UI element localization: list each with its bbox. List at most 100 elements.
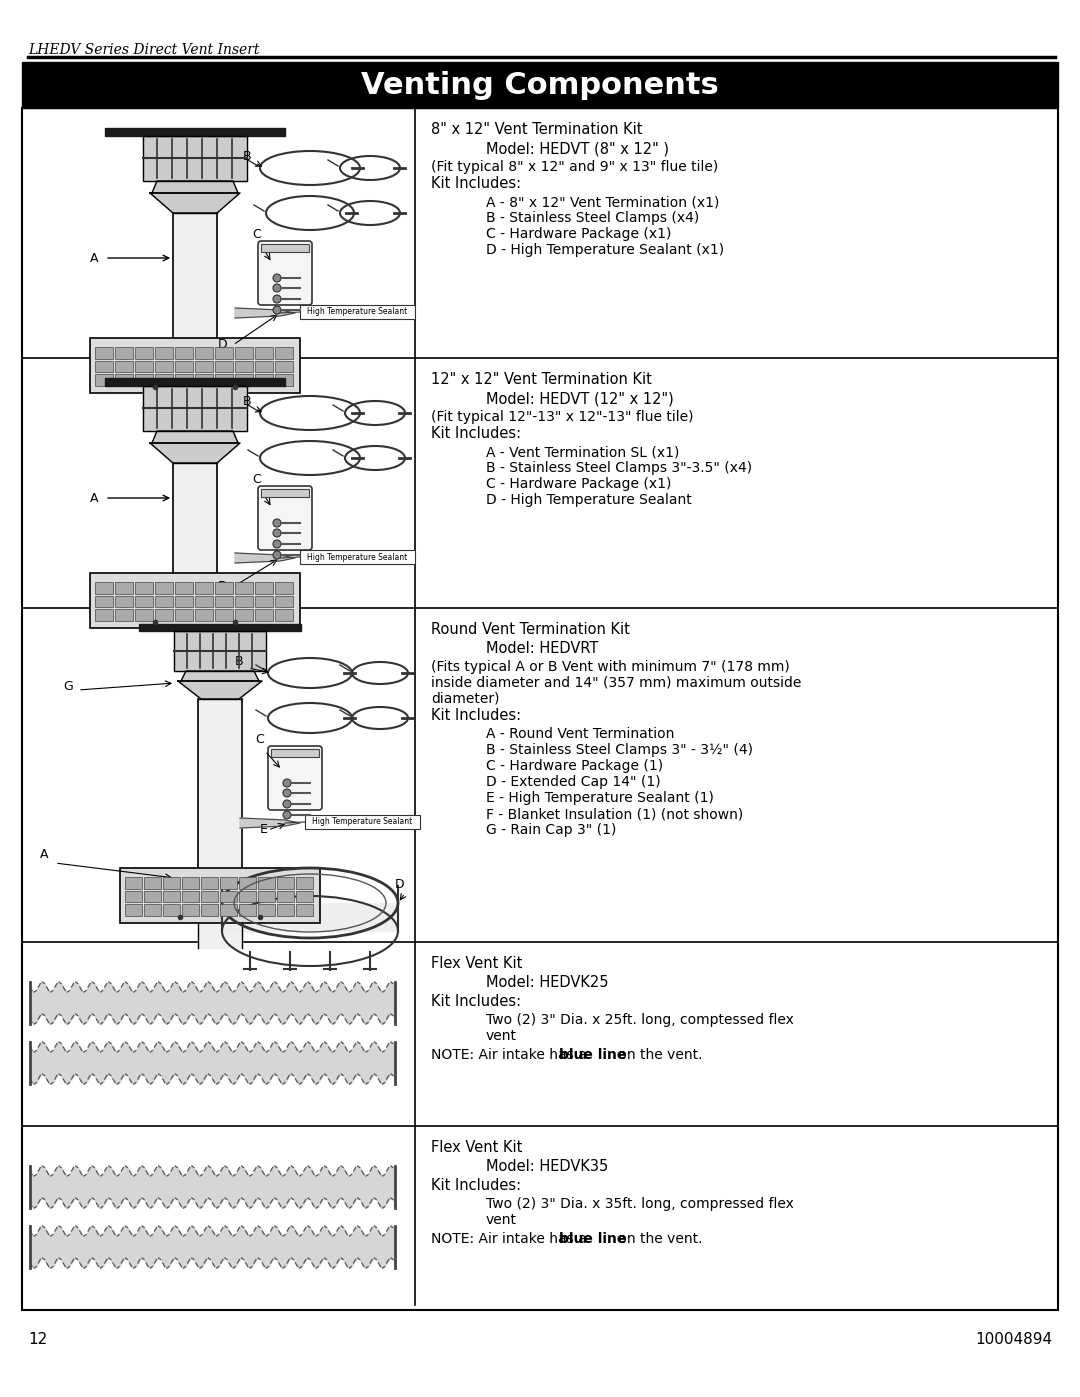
Bar	[175, 583, 193, 594]
Bar	[235, 374, 253, 386]
Text: 12" x 12" Vent Termination Kit: 12" x 12" Vent Termination Kit	[431, 372, 652, 387]
Bar	[156, 609, 173, 622]
Polygon shape	[143, 386, 247, 432]
Bar	[195, 583, 213, 594]
Polygon shape	[198, 923, 242, 949]
Text: Flex Vent Kit: Flex Vent Kit	[431, 1140, 523, 1155]
Bar	[215, 583, 233, 594]
Text: B - Stainless Steel Clamps (x4): B - Stainless Steel Clamps (x4)	[486, 211, 699, 225]
Circle shape	[283, 800, 291, 807]
Bar	[276, 904, 294, 916]
Circle shape	[283, 780, 291, 787]
Text: Round Vent Termination Kit: Round Vent Termination Kit	[431, 622, 630, 637]
Text: A: A	[90, 251, 98, 264]
Bar	[125, 904, 141, 916]
Polygon shape	[222, 902, 399, 930]
Text: NOTE: Air intake has a: NOTE: Air intake has a	[431, 1232, 591, 1246]
Bar	[135, 374, 153, 386]
Bar	[175, 609, 193, 622]
Text: High Temperature Sealant: High Temperature Sealant	[308, 307, 407, 317]
Text: (Fits typical A or B Vent with minimum 7" (178 mm): (Fits typical A or B Vent with minimum 7…	[431, 659, 789, 673]
Bar	[114, 346, 133, 359]
Text: High Temperature Sealant: High Temperature Sealant	[312, 817, 413, 827]
Text: B: B	[243, 149, 252, 163]
Bar	[90, 573, 300, 629]
Text: (Fit typical 8" x 12" and 9" x 13" flue tile): (Fit typical 8" x 12" and 9" x 13" flue …	[431, 161, 718, 175]
Polygon shape	[198, 698, 242, 898]
Text: on the vent.: on the vent.	[615, 1048, 703, 1062]
Circle shape	[283, 789, 291, 798]
Text: Model: HEDVRT: Model: HEDVRT	[486, 641, 598, 657]
Circle shape	[273, 306, 281, 314]
Text: B: B	[235, 655, 244, 668]
Polygon shape	[105, 379, 285, 386]
Bar	[255, 609, 273, 622]
Bar	[156, 374, 173, 386]
Circle shape	[273, 284, 281, 292]
Bar	[255, 595, 273, 608]
Text: Flex Vent Kit: Flex Vent Kit	[431, 956, 523, 971]
Bar	[90, 338, 300, 393]
Bar	[275, 360, 293, 373]
Bar	[114, 360, 133, 373]
Bar	[275, 374, 293, 386]
Text: Two (2) 3" Dia. x 25ft. long, comptessed flex: Two (2) 3" Dia. x 25ft. long, comptessed…	[486, 1013, 794, 1027]
Bar	[271, 749, 319, 757]
Bar	[258, 891, 275, 902]
Polygon shape	[152, 432, 238, 443]
Bar	[195, 360, 213, 373]
Text: A: A	[90, 492, 98, 504]
Text: Model: HEDVK35: Model: HEDVK35	[486, 1160, 608, 1173]
Circle shape	[273, 550, 281, 559]
Polygon shape	[173, 212, 217, 338]
Polygon shape	[152, 182, 238, 193]
Bar	[235, 360, 253, 373]
Bar	[220, 877, 237, 888]
Bar	[215, 374, 233, 386]
Polygon shape	[174, 631, 266, 671]
Text: E - High Temperature Sealant (1): E - High Temperature Sealant (1)	[486, 791, 714, 805]
Text: LHEDV Series Direct Vent Insert: LHEDV Series Direct Vent Insert	[28, 43, 259, 57]
Polygon shape	[105, 129, 285, 136]
Text: Venting Components: Venting Components	[361, 70, 719, 99]
Bar	[255, 583, 273, 594]
Bar	[201, 904, 218, 916]
Bar	[276, 877, 294, 888]
Text: 12: 12	[28, 1333, 48, 1348]
Bar	[195, 609, 213, 622]
Bar	[22, 108, 1058, 1310]
Text: Kit Includes:: Kit Includes:	[431, 1178, 522, 1193]
Bar	[163, 904, 180, 916]
Bar	[275, 609, 293, 622]
Text: C: C	[255, 733, 264, 746]
Text: C: C	[252, 228, 260, 242]
Bar	[220, 891, 237, 902]
Text: G - Rain Cap 3" (1): G - Rain Cap 3" (1)	[486, 823, 617, 837]
Bar	[114, 595, 133, 608]
Text: blue line: blue line	[558, 1232, 626, 1246]
Polygon shape	[173, 462, 217, 573]
Text: B - Stainless Steel Clamps 3"-3.5" (x4): B - Stainless Steel Clamps 3"-3.5" (x4)	[486, 461, 752, 475]
Polygon shape	[235, 307, 295, 319]
Text: A - Round Vent Termination: A - Round Vent Termination	[486, 726, 674, 740]
Text: Two (2) 3" Dia. x 35ft. long, compressed flex: Two (2) 3" Dia. x 35ft. long, compressed…	[486, 1197, 794, 1211]
Bar	[95, 346, 113, 359]
Text: C - Hardware Package (x1): C - Hardware Package (x1)	[486, 476, 672, 490]
Text: (Fit typical 12"-13" x 12"-13" flue tile): (Fit typical 12"-13" x 12"-13" flue tile…	[431, 409, 693, 425]
Bar	[114, 583, 133, 594]
Bar	[275, 583, 293, 594]
Text: on the vent.: on the vent.	[615, 1232, 703, 1246]
Text: A - Vent Termination SL (x1): A - Vent Termination SL (x1)	[486, 446, 679, 460]
Bar	[183, 877, 199, 888]
Bar	[276, 891, 294, 902]
Bar	[296, 877, 313, 888]
Bar	[235, 346, 253, 359]
FancyBboxPatch shape	[268, 746, 322, 810]
Text: D: D	[395, 877, 405, 891]
Circle shape	[273, 529, 281, 536]
Bar	[175, 374, 193, 386]
FancyBboxPatch shape	[258, 486, 312, 550]
Circle shape	[283, 812, 291, 819]
Text: A: A	[40, 848, 49, 861]
Bar	[95, 609, 113, 622]
